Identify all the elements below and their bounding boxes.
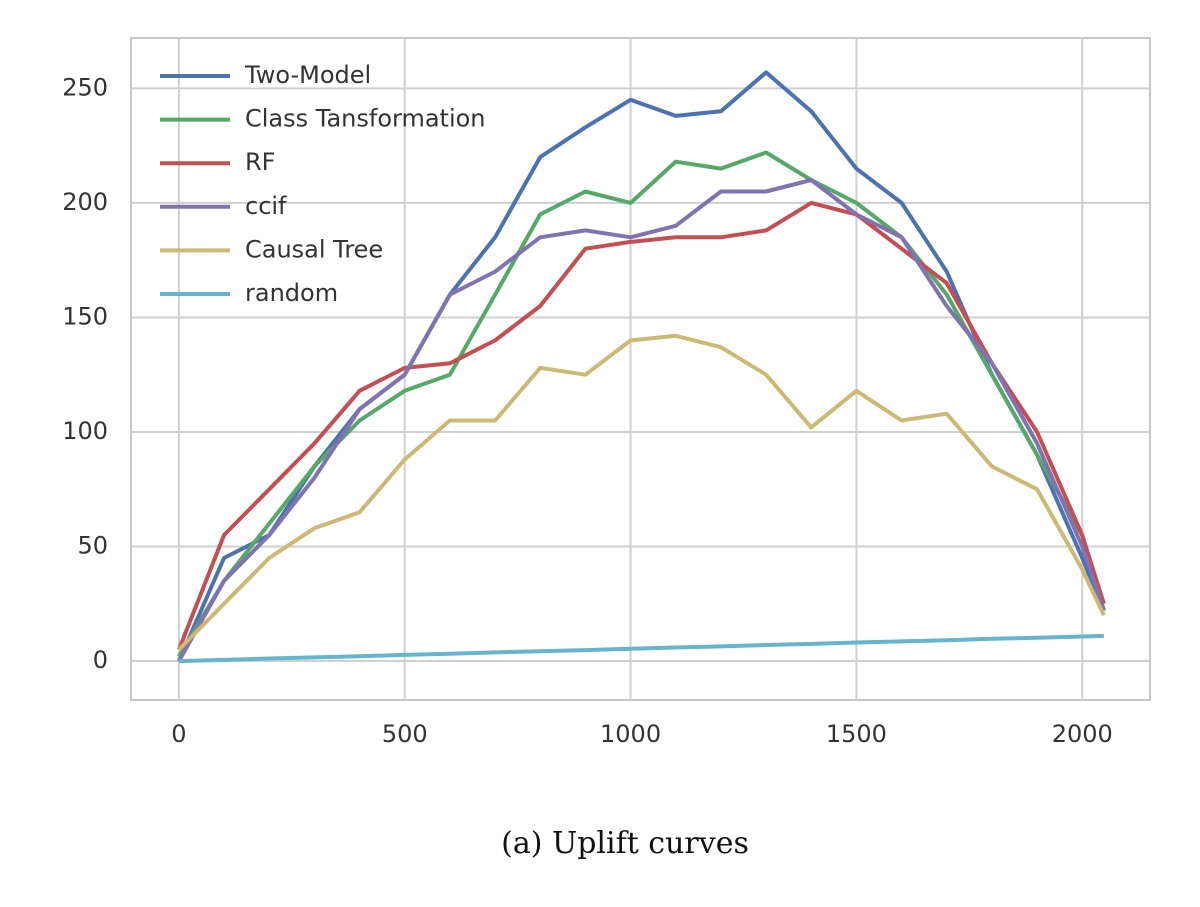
series-line <box>177 178 1106 663</box>
y-tick-label: 200 <box>62 188 108 216</box>
legend-label: Class Tansformation <box>245 105 486 133</box>
series-line <box>177 200 1106 651</box>
legend-label: ccif <box>245 192 287 220</box>
y-tick-label: 100 <box>62 417 108 445</box>
caption: (a) Uplift curves <box>501 826 749 861</box>
x-tick-label: 1000 <box>600 720 661 748</box>
x-tick-label: 1500 <box>826 720 887 748</box>
legend-label: Two-Model <box>244 61 371 89</box>
legend-label: random <box>245 279 338 307</box>
x-tick-label: 2000 <box>1052 720 1113 748</box>
y-tick-label: 50 <box>77 532 108 560</box>
legend-label: Causal Tree <box>245 235 383 263</box>
y-tick-label: 150 <box>62 302 108 330</box>
series-line <box>177 333 1106 652</box>
y-tick-label: 250 <box>62 73 108 101</box>
series-line <box>178 633 1104 664</box>
plot-frame <box>130 37 1151 701</box>
x-tick-label: 500 <box>382 720 428 748</box>
x-tick-label: 0 <box>171 720 186 748</box>
legend-label: RF <box>245 148 275 176</box>
y-tick-label: 0 <box>93 646 108 674</box>
